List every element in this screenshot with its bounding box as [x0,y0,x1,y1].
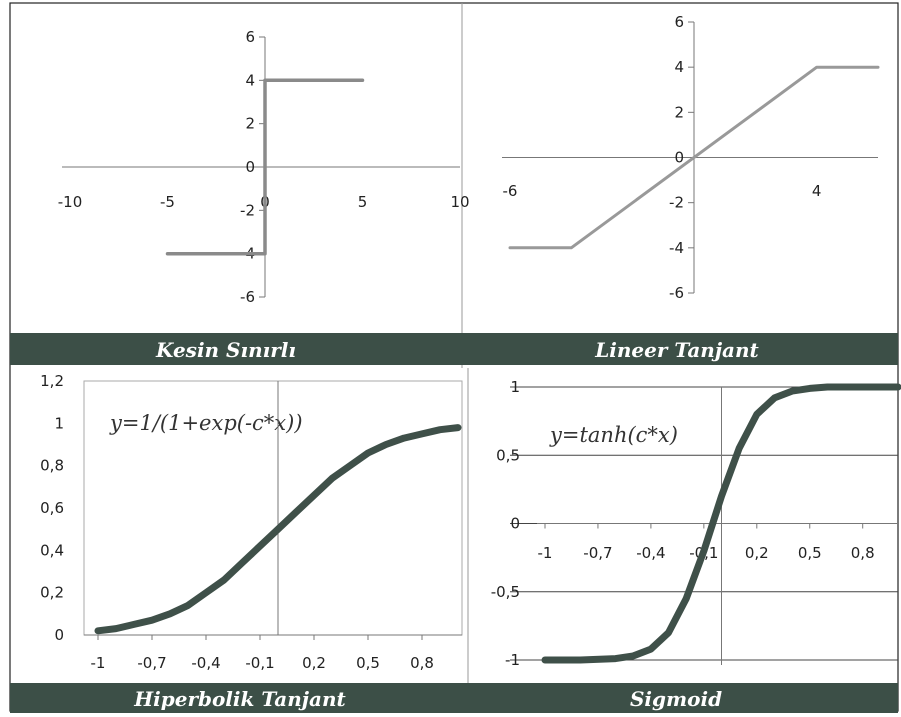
y-tick-label: 4 [245,71,255,89]
y-tick-label: 2 [245,115,255,133]
x-tick-label: 10 [450,193,469,211]
chart-tanh: y=tanh(c*x) 10,50-0,5-1-1 -0,7 -0,4 -0,1 0,2… [491,378,901,669]
x-tick-label: 0,5 [798,544,822,562]
chart-linear: 6 4 2 0 -2 -4 -6 -6 4 [502,13,880,302]
y-tick-label: -6 [669,284,684,302]
x-tick-label: -0,1 [245,654,274,672]
y-tick-label: -6 [240,288,255,306]
x-tick-label: -1 [538,544,553,562]
label-band-top [10,333,898,365]
y-tick-label: 0,6 [40,499,64,517]
x-tick-label: -0,7 [583,544,612,562]
y-tick-label: -0,5 [491,583,520,601]
x-tick-label: -6 [503,182,518,200]
y-tick-label: 6 [674,13,684,31]
y-tick-label: 0,4 [40,541,64,559]
y-tick-label: 1 [54,414,64,432]
x-tick-label: -0,7 [137,654,166,672]
y-tick-label: 0 [54,626,64,644]
y-tick-label: -2 [669,194,684,212]
y-tick-label: 0 [674,149,684,167]
formula-label: y=tanh(c*x) [549,423,678,447]
y-tick-label: 1 [510,378,520,396]
y-tick-label: 0,5 [496,446,520,464]
panel-label-top-left: Kesin Sınırlı [155,338,296,362]
x-tick-label: 0,8 [851,544,875,562]
y-tick-label: 0,2 [40,584,64,602]
x-tick-label: -0,4 [636,544,665,562]
label-band-bottom [10,683,898,713]
x-tick-label: 0,8 [410,654,434,672]
panel-label-bottom-left: Hiperbolik Tanjant [133,687,346,711]
y-tick-label: 4 [674,58,684,76]
x-tick-label: -5 [160,193,175,211]
y-tick-label: -1 [505,651,520,669]
y-tick-label: -4 [669,239,684,257]
panel-label-bottom-right: Sigmoid [630,687,722,711]
series-line [165,78,365,256]
formula-label: y=1/(1+exp(-c*x)) [109,411,303,435]
y-tick-label: -2 [240,201,255,219]
y-tick-label: 0 [510,515,520,533]
x-tick-label: 5 [358,193,368,211]
series-line [508,65,880,250]
y-tick-label: 6 [245,28,255,46]
x-tick-label: -10 [58,193,83,211]
y-tick-label: 0 [245,158,255,176]
y-tick-label: 1,2 [40,372,64,390]
x-tick-label: 0,2 [302,654,326,672]
x-tick-label: -1 [91,654,106,672]
series-line [541,383,901,664]
series-line [94,424,462,635]
panel-label-top-right: Lineer Tanjant [594,338,759,362]
x-tick-label: 0,5 [356,654,380,672]
y-tick-label: 2 [674,103,684,121]
y-tick-label: 0,8 [40,457,64,475]
chart-logistic: y=1/(1+exp(-c*x)) 1,2 1 0,8 0,6 0,4 0,2 0 -1 -0,… [40,372,463,672]
x-tick-label: 4 [812,182,822,200]
x-tick-label: 0,2 [745,544,769,562]
x-tick-label: -0,4 [191,654,220,672]
